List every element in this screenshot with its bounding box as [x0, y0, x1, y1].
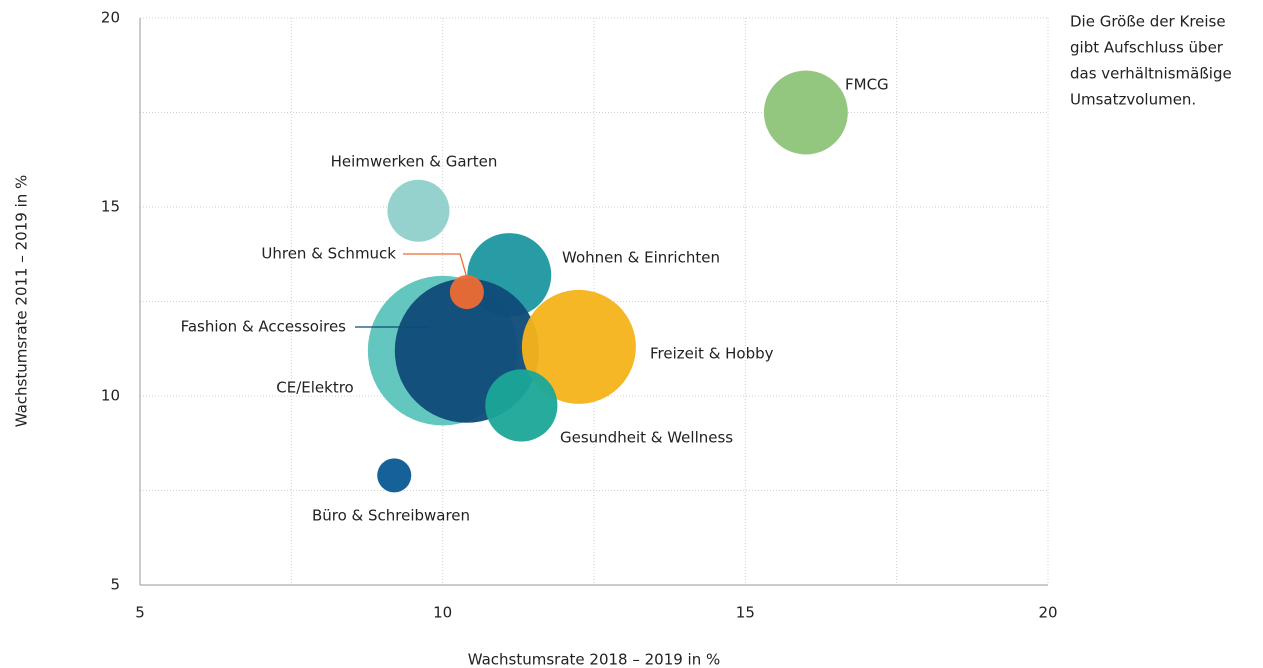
bubble	[387, 179, 450, 242]
bubble	[449, 275, 484, 310]
x-tick-label: 15	[736, 604, 755, 622]
x-axis-label: Wachstumsrate 2018 – 2019 in %	[468, 651, 721, 668]
bubble-label: Fashion & Accessoires	[181, 318, 347, 336]
note: Die Größe der Kreise	[1070, 13, 1226, 31]
bubble	[763, 70, 848, 155]
x-tick-label: 20	[1038, 604, 1057, 622]
y-tick-label: 20	[101, 9, 120, 27]
bubble-label: Büro & Schreibwaren	[312, 507, 470, 525]
y-axis-label: Wachstumsrate 2011 – 2019 in %	[13, 175, 31, 428]
bubble-label: Heimwerken & Garten	[331, 153, 498, 171]
bubble-label: FMCG	[845, 76, 889, 94]
y-tick-label: 10	[101, 387, 120, 405]
leader-line	[403, 253, 468, 279]
bubble-label: Gesundheit & Wellness	[560, 429, 733, 447]
x-tick-label: 10	[433, 604, 452, 622]
bubble	[521, 289, 636, 404]
bubble	[485, 369, 558, 442]
y-tick-label: 15	[101, 198, 120, 216]
bubble-label: CE/Elektro	[276, 379, 353, 397]
bubble-label: Freizeit & Hobby	[650, 345, 774, 363]
note: gibt Aufschluss über	[1070, 39, 1224, 57]
note: Umsatzvolumen.	[1070, 91, 1196, 109]
y-tick-label: 5	[110, 576, 120, 594]
bubble	[377, 458, 412, 493]
bubble-label: Wohnen & Einrichten	[562, 249, 720, 267]
bubble-label: Uhren & Schmuck	[261, 245, 396, 263]
note: das verhältnismäßige	[1070, 65, 1232, 83]
x-tick-label: 5	[135, 604, 145, 622]
